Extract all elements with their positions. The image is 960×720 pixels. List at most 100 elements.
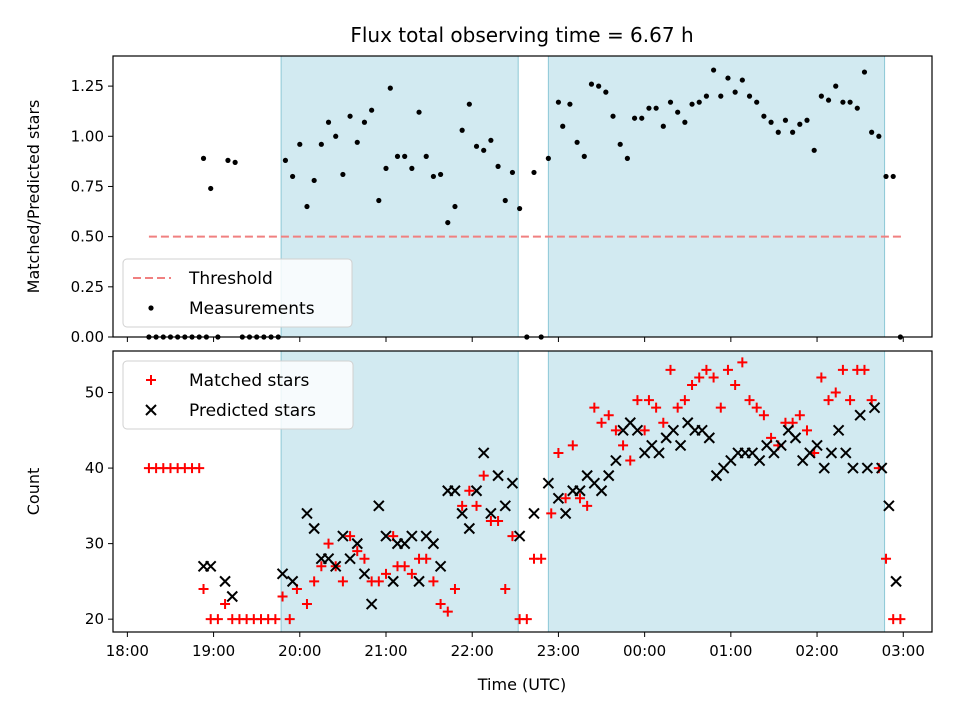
data-point — [847, 462, 859, 474]
data-point — [794, 410, 805, 421]
data-point — [452, 203, 458, 210]
data-point — [618, 440, 629, 451]
data-point — [380, 530, 392, 542]
data-point — [301, 599, 312, 610]
x-tick-label: 20:00 — [278, 642, 321, 660]
data-point — [854, 409, 866, 421]
data-point — [703, 93, 710, 99]
data-point — [560, 123, 566, 129]
data-point — [361, 119, 368, 125]
data-point — [521, 614, 532, 625]
data-point — [225, 157, 231, 163]
data-point — [660, 123, 666, 129]
data-point — [582, 500, 593, 511]
data-point — [204, 560, 217, 572]
legend-label: Threshold — [188, 269, 273, 289]
data-point — [725, 75, 731, 81]
data-point — [308, 522, 320, 535]
data-point — [746, 93, 753, 99]
data-point — [495, 163, 501, 169]
data-point — [304, 203, 310, 210]
x-tick-label: 02:00 — [795, 642, 838, 660]
data-point — [369, 107, 375, 113]
data-point — [354, 139, 360, 145]
data-point — [761, 113, 767, 119]
data-point — [333, 133, 339, 139]
data-point — [665, 364, 676, 375]
legend-label: Matched stars — [189, 371, 309, 391]
data-point — [722, 364, 733, 375]
y-tick-label: 0.75 — [71, 177, 104, 195]
data-point — [399, 561, 410, 572]
data-point — [869, 129, 875, 135]
x-tick-label: 00:00 — [623, 642, 666, 660]
data-point — [895, 614, 906, 625]
data-point — [402, 153, 408, 159]
data-point — [775, 439, 787, 452]
data-point — [323, 538, 334, 549]
data-point — [625, 455, 636, 466]
data-point — [542, 477, 555, 489]
data-point — [435, 599, 446, 610]
data-point — [507, 531, 518, 542]
data-point — [711, 67, 717, 73]
data-point — [876, 133, 882, 139]
data-point — [528, 507, 540, 520]
data-point — [701, 364, 712, 375]
data-point — [387, 575, 399, 588]
data-point — [416, 109, 422, 115]
data-point — [394, 153, 401, 159]
data-point — [560, 493, 571, 504]
data-point — [833, 83, 839, 89]
data-point — [449, 583, 460, 594]
y-axis-label: Count — [24, 468, 43, 516]
data-point — [804, 117, 810, 123]
data-point — [457, 500, 468, 511]
data-point — [811, 147, 817, 153]
x-tick-label: 03:00 — [882, 642, 925, 660]
data-point — [631, 424, 644, 437]
data-point — [536, 553, 547, 564]
data-point — [751, 402, 762, 413]
data-point — [409, 165, 415, 171]
chart-title: Flux total observing time = 6.67 h — [350, 23, 693, 47]
y-tick-label: 40 — [85, 459, 104, 477]
data-point — [632, 395, 643, 406]
legend-label: Measurements — [189, 299, 315, 319]
data-point — [506, 477, 519, 489]
data-point — [667, 99, 674, 105]
data-point — [653, 105, 659, 111]
x-tick-label: 18:00 — [106, 642, 149, 660]
data-point — [423, 153, 429, 159]
data-point — [823, 395, 834, 406]
data-point — [290, 173, 296, 180]
x-tick-label: 21:00 — [364, 642, 407, 660]
data-point — [311, 177, 317, 184]
data-point — [345, 531, 356, 542]
data-point — [715, 402, 726, 413]
data-point — [754, 99, 760, 105]
data-point — [653, 447, 665, 459]
data-point — [696, 99, 702, 105]
y-tick-label: 0.00 — [71, 328, 104, 346]
data-point — [775, 129, 781, 135]
data-point — [383, 165, 389, 171]
data-point — [232, 159, 238, 165]
data-point — [868, 401, 881, 414]
x-tick-label: 22:00 — [451, 642, 494, 660]
data-point — [559, 507, 572, 520]
data-point — [574, 493, 585, 504]
data-point — [347, 113, 353, 119]
data-point — [340, 171, 346, 178]
data-point — [840, 99, 846, 105]
plot-frame — [112, 350, 933, 633]
data-point — [708, 372, 719, 383]
legend-box — [122, 360, 354, 430]
data-point — [830, 387, 841, 398]
data-point — [297, 141, 303, 147]
data-point — [358, 568, 371, 580]
data-point — [427, 537, 440, 550]
data-point — [301, 507, 313, 520]
data-point — [737, 357, 748, 368]
x-tick-label: 01:00 — [709, 642, 752, 660]
